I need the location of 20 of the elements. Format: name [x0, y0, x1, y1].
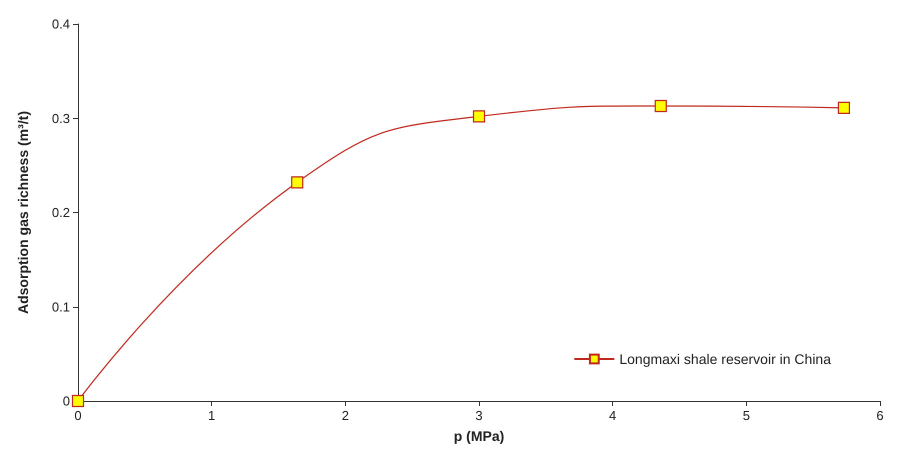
- x-tick-label: 1: [208, 408, 216, 423]
- point: [838, 102, 850, 114]
- legend-label: Longmaxi shale reservoir in China: [619, 351, 832, 367]
- x-tick-label: 2: [342, 408, 349, 423]
- point: [654, 100, 667, 112]
- y-tick-label: 0: [62, 394, 70, 408]
- x-tick-label: 6: [876, 408, 884, 423]
- x-tick-label: 3: [475, 408, 483, 423]
- point: [291, 176, 304, 188]
- x-axis-title: p (MPa): [454, 428, 504, 444]
- x-tick-label: 5: [742, 408, 750, 423]
- y-tick-label: 0.2: [52, 205, 70, 220]
- y-tick-label: 0.3: [52, 110, 70, 126]
- y-axis-title: Adsorption gas richness (m³/t): [15, 110, 31, 314]
- x-tick-label: 4: [609, 408, 616, 423]
- point: [72, 394, 84, 408]
- y-tick-label: 0.4: [52, 16, 70, 32]
- point: [472, 110, 486, 122]
- x-tick-label: 0: [74, 408, 82, 423]
- y-tick-label: 0.1: [52, 299, 70, 314]
